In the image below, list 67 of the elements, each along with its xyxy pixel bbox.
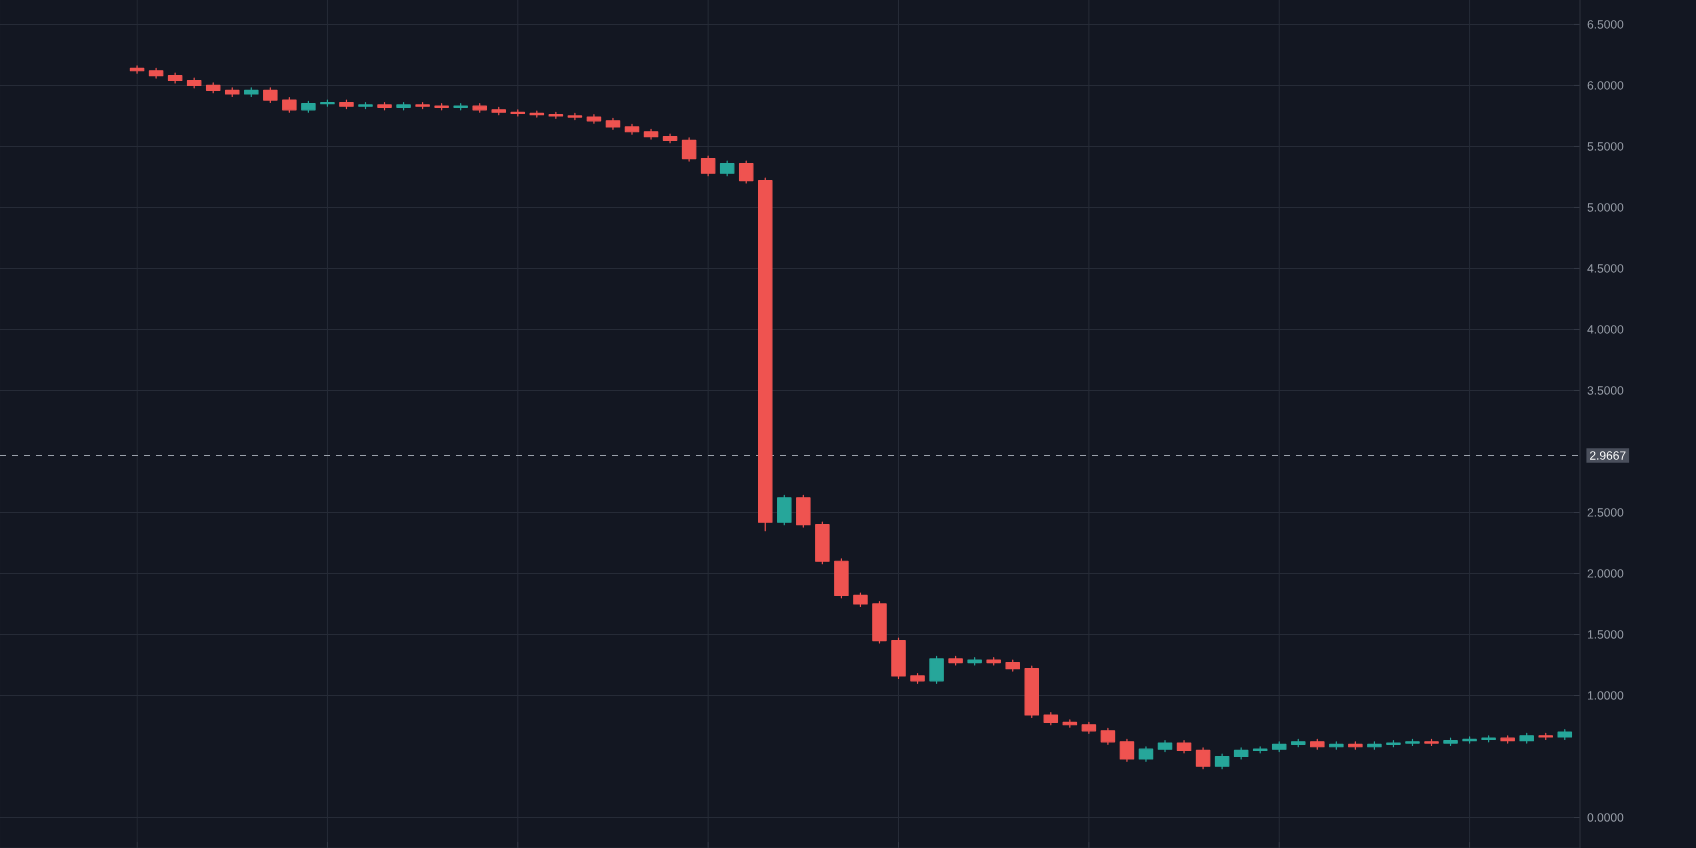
- candlestick: [681, 137, 697, 162]
- candlestick: [1119, 738, 1135, 762]
- candlestick: [1214, 753, 1230, 770]
- candlestick: [986, 657, 1001, 666]
- candlestick: [567, 112, 583, 121]
- candlestick: [358, 101, 373, 110]
- candlestick: [301, 100, 316, 113]
- candlestick: [662, 133, 678, 144]
- candlestick: [967, 657, 982, 666]
- candlestick: [453, 103, 468, 111]
- candlestick: [738, 160, 754, 184]
- candlestick: [1462, 736, 1477, 744]
- candlestick: [1519, 732, 1534, 744]
- candlestick: [1043, 711, 1059, 726]
- candlestick: [777, 494, 792, 526]
- candlestick: [1081, 721, 1097, 734]
- candlestick: [205, 82, 221, 94]
- candlestick: [548, 111, 564, 119]
- candlestick: [1005, 659, 1020, 672]
- candlestick: [1157, 740, 1173, 753]
- candlestick: [1291, 738, 1306, 748]
- candlestick: [891, 637, 906, 679]
- candlestick: [320, 99, 335, 107]
- candlestick: [282, 97, 297, 113]
- candlestick: [1024, 665, 1040, 719]
- candlestick: [1386, 740, 1401, 748]
- candlestick: [910, 672, 925, 684]
- candlestick: [1195, 747, 1211, 770]
- candlestick: [1310, 738, 1325, 750]
- candlestick: [815, 521, 830, 565]
- candlestick: [1557, 729, 1573, 740]
- candlestick: [472, 103, 487, 113]
- candlestick: [643, 128, 659, 140]
- candlestick: [719, 160, 735, 177]
- candlestick: [586, 114, 602, 124]
- candlestick: [244, 87, 259, 97]
- candlestick: [700, 155, 716, 177]
- candlestick: [834, 558, 849, 599]
- candlestick: [948, 655, 963, 666]
- candlestick: [853, 592, 868, 608]
- candlestick: [1424, 738, 1439, 747]
- candlestick: [129, 65, 145, 74]
- candlestick: [796, 494, 811, 528]
- candlestick: [872, 600, 887, 644]
- candlestick: [1233, 747, 1249, 760]
- candlestick: [186, 77, 202, 89]
- candlestick: [224, 87, 240, 97]
- candlestick: [929, 655, 944, 684]
- candlestick: [167, 72, 183, 84]
- candlestick: [1443, 737, 1458, 747]
- candlestick: [1100, 727, 1116, 745]
- candlestick: [263, 87, 278, 104]
- candlestick: [491, 106, 507, 116]
- candlestick: [434, 103, 449, 111]
- candlestick: [1138, 746, 1154, 762]
- candlestick: [396, 101, 411, 111]
- candlestick: [1176, 740, 1192, 754]
- candlestick: [148, 67, 164, 79]
- candlestick: [1271, 741, 1287, 753]
- candlestick: [624, 123, 640, 135]
- candlestick: [1538, 732, 1553, 740]
- candlestick: [1405, 738, 1420, 747]
- candlestick: [415, 101, 430, 110]
- candlestick: [377, 101, 392, 111]
- candlestick: [339, 99, 354, 110]
- candlestick: [757, 177, 773, 532]
- candlestick: [605, 117, 621, 130]
